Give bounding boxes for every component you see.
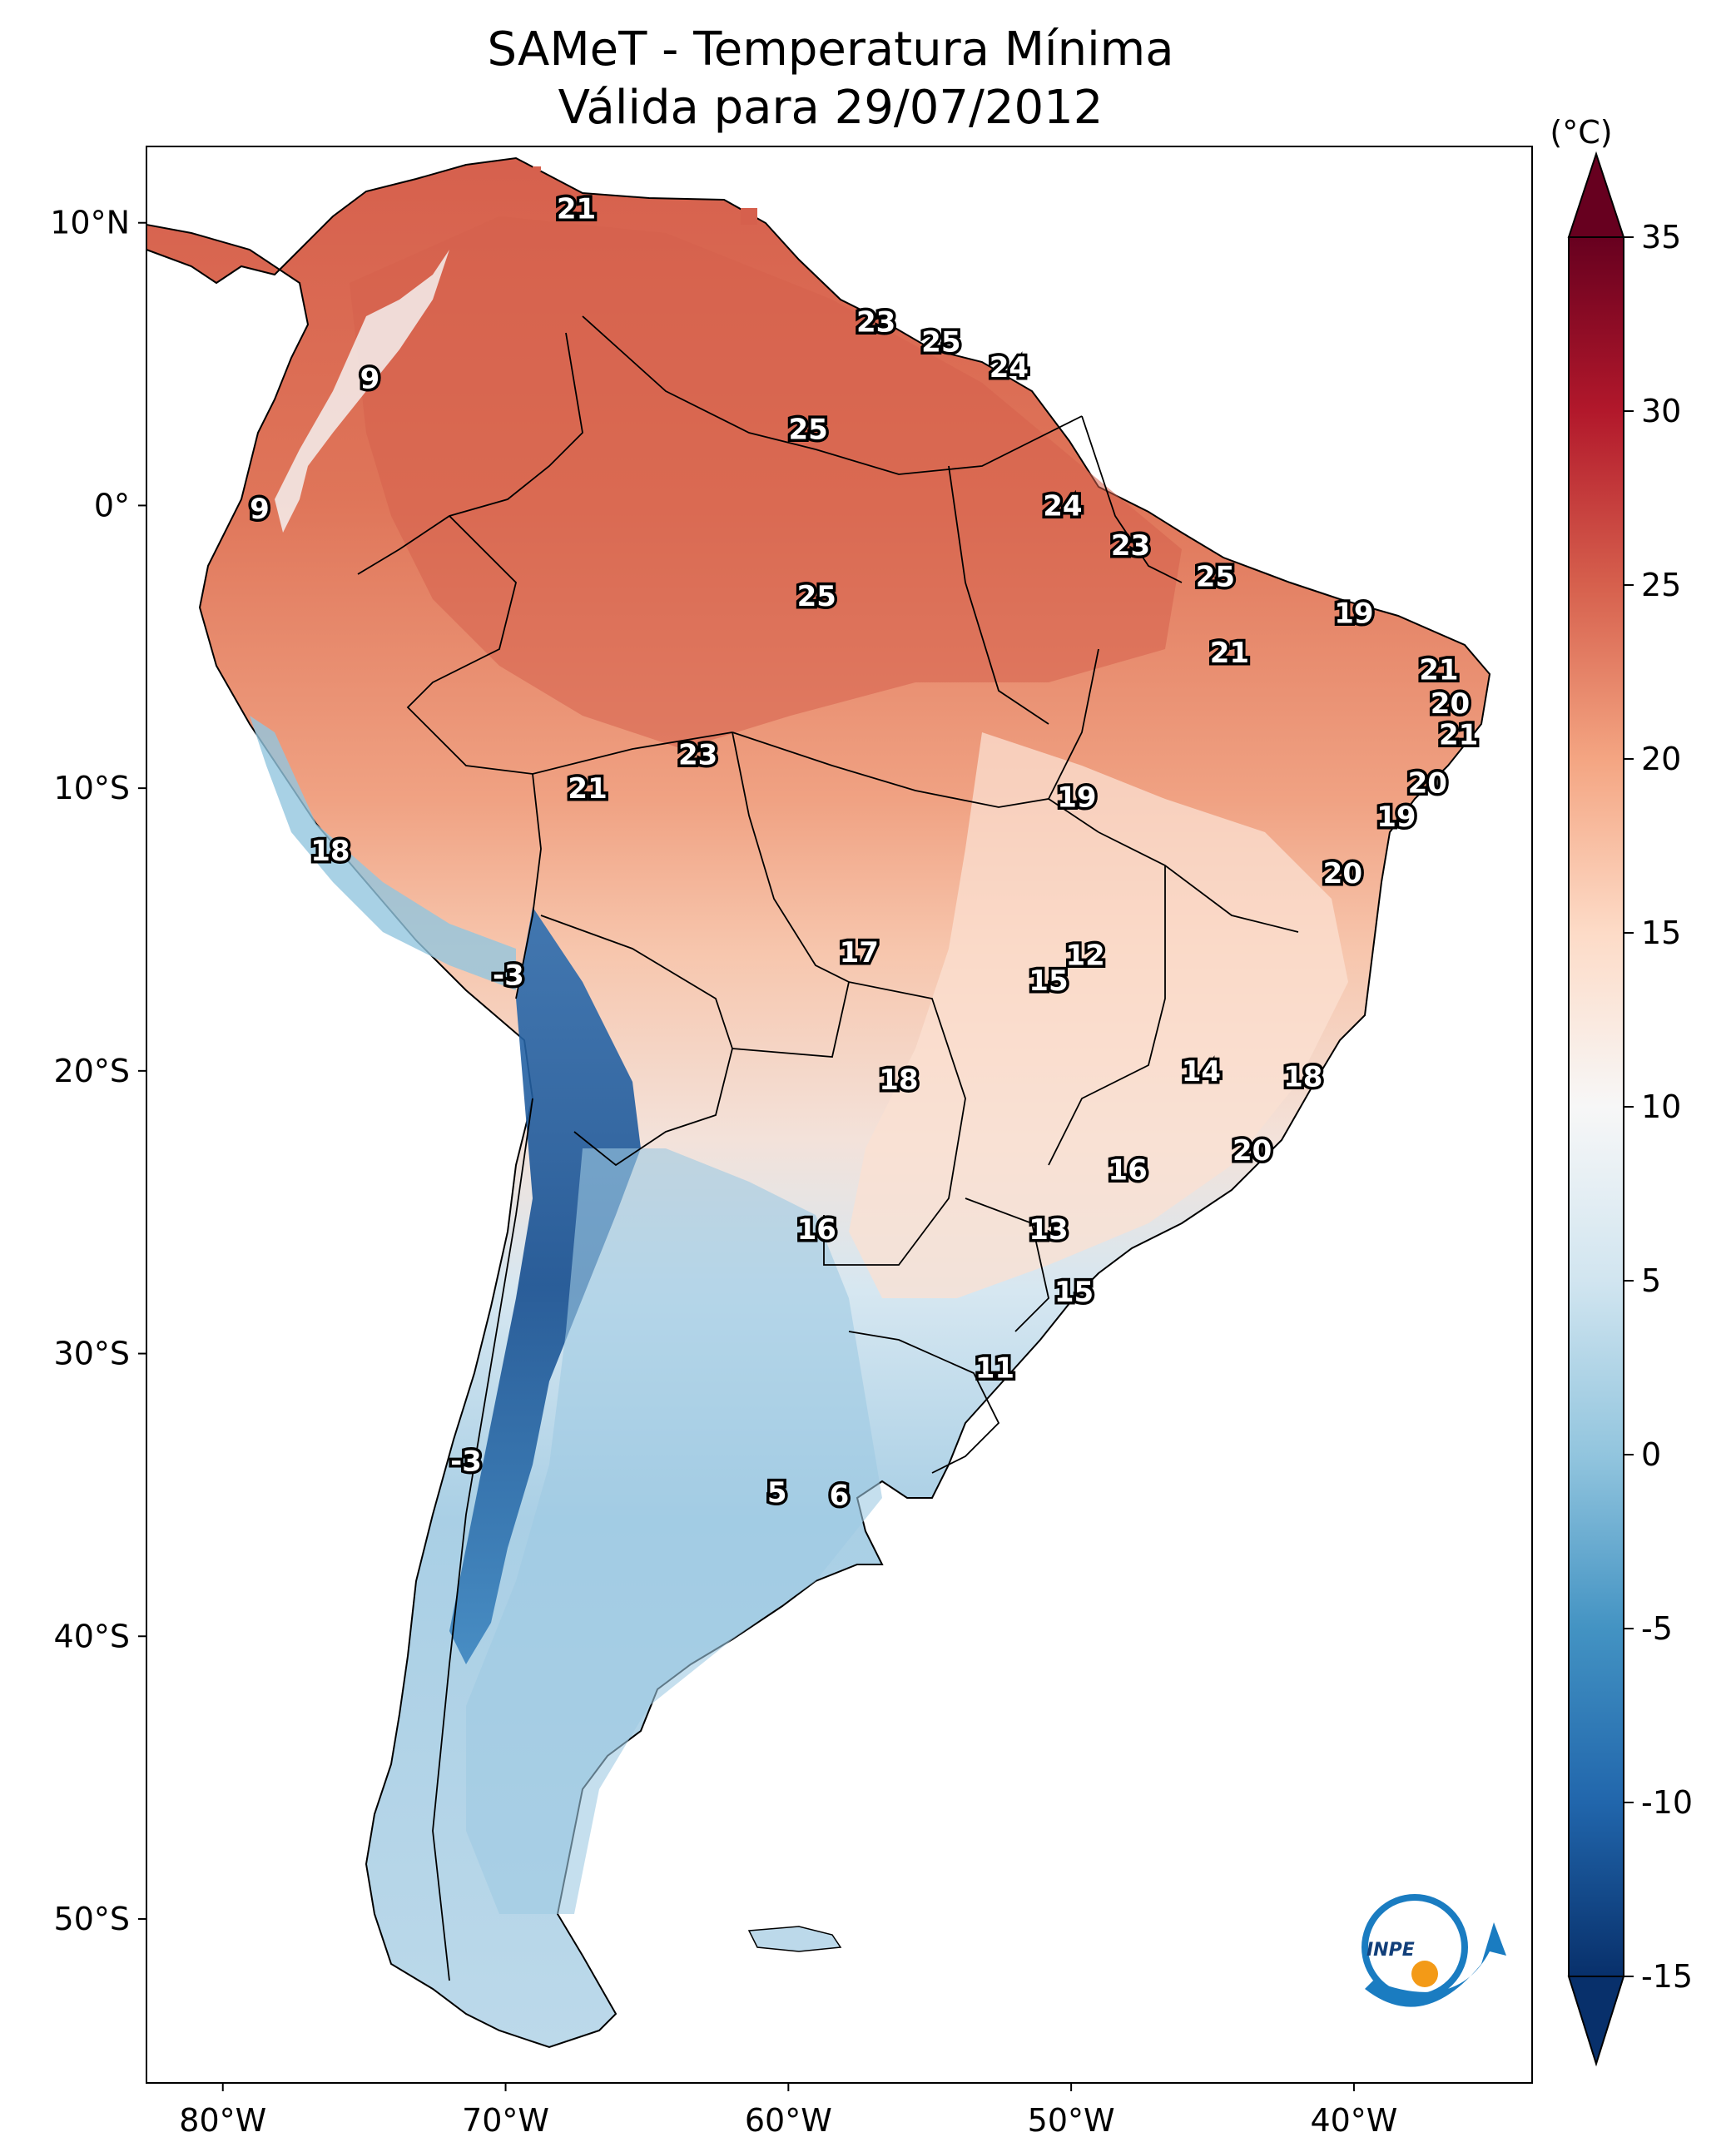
- contour-value-label: 25: [788, 414, 827, 447]
- contour-value-label: 6: [830, 1479, 850, 1512]
- colorbar-ticks: 35 30 25 20 15 10 5 0 -5 -10 -15: [1624, 219, 1693, 1995]
- contour-value-label: 25: [1196, 560, 1235, 593]
- lon-tick-label: 70°W: [462, 2102, 549, 2139]
- contour-value-label: 23: [856, 306, 895, 340]
- contour-value-label: 17: [840, 936, 879, 969]
- contour-value-label: -3: [450, 1445, 482, 1479]
- contour-value-label: 11: [975, 1352, 1014, 1386]
- latitude-tick-labels: 10°N 0° 10°S 20°S 30°S 40°S 50°S: [50, 205, 146, 1937]
- andes-north-cold-zone: [250, 716, 516, 990]
- colorbar-body: [1568, 236, 1624, 1977]
- map-frame: [146, 146, 1533, 2084]
- contour-value-label: 24: [1043, 489, 1082, 523]
- colorbar-tick-label: -5: [1641, 1610, 1673, 1647]
- contour-value-label: 21: [568, 772, 607, 806]
- contour-value-label: 23: [678, 738, 717, 771]
- colorbar: (°C) 35 30 25 20 15 10 5 0 -5 -10 -15: [1550, 114, 1693, 2067]
- contour-value-label: 13: [1029, 1213, 1068, 1247]
- contour-value-label: 18: [879, 1064, 918, 1097]
- contour-value-label: 21: [1210, 637, 1249, 670]
- lat-tick-label: 0°: [94, 487, 130, 523]
- contour-value-label: 20: [1323, 857, 1362, 890]
- contour-value-label: 16: [1108, 1154, 1147, 1188]
- lon-tick-label: 60°W: [745, 2102, 832, 2139]
- contour-value-label: 21: [1439, 719, 1478, 752]
- contour-value-label: 9: [250, 493, 270, 526]
- lat-tick-label: 40°S: [54, 1618, 130, 1654]
- contour-value-label: 16: [797, 1213, 836, 1247]
- contour-value-label: 18: [1283, 1061, 1322, 1094]
- contour-value-label: 19: [1057, 781, 1096, 814]
- contour-value-label: 21: [1419, 653, 1458, 687]
- colorbar-top-arrow: [1567, 151, 1625, 238]
- contour-value-label: 20: [1233, 1134, 1272, 1168]
- contour-value-label: 23: [1111, 529, 1150, 563]
- lat-tick-label: 20°S: [54, 1053, 130, 1089]
- lon-tick-label: 50°W: [1028, 2102, 1115, 2139]
- country-borders: [357, 315, 1299, 1981]
- lat-tick-label: 30°S: [54, 1336, 130, 1372]
- lat-tick-label: 10°N: [50, 205, 130, 241]
- colorbar-tick-label: 5: [1641, 1262, 1661, 1299]
- southern-cone-zone: [466, 1148, 882, 1914]
- contour-value-label: 14: [1182, 1055, 1221, 1088]
- colorbar-tick-label: 0: [1641, 1436, 1661, 1473]
- colorbar-tick-label: 35: [1641, 219, 1681, 255]
- contour-value-label: 25: [921, 325, 960, 359]
- andes-cold-zone: [449, 907, 641, 1664]
- lat-tick-label: 50°S: [54, 1901, 130, 1937]
- contour-value-label: 19: [1334, 598, 1373, 631]
- lat-tick-label: 10°S: [54, 770, 130, 806]
- colorbar-unit-label: (°C): [1550, 114, 1612, 151]
- colorbar-tick-label: 10: [1641, 1088, 1681, 1125]
- contour-value-label: 20: [1431, 687, 1470, 721]
- falkland-islands: [747, 1926, 842, 1952]
- contour-value-label: 15: [1054, 1276, 1094, 1309]
- contour-value-label: 21: [557, 193, 596, 226]
- contour-value-label: 15: [1029, 964, 1068, 998]
- lon-tick-label: 40°W: [1310, 2102, 1397, 2139]
- logo-swoosh-icon: [1365, 1922, 1506, 2007]
- contour-value-label: 12: [1065, 940, 1104, 973]
- contour-value-label: 5: [767, 1476, 787, 1510]
- contour-value-label: 9: [360, 363, 380, 396]
- colombia-andes-cool-zone: [275, 250, 449, 533]
- contour-value-label: -3: [493, 959, 524, 992]
- contour-value-label: 25: [797, 580, 836, 613]
- title-line-2: Válida para 29/07/2012: [558, 81, 1104, 135]
- caribbean-islands: [503, 163, 757, 225]
- longitude-tick-labels: 80°W 70°W 60°W 50°W 40°W: [179, 2083, 1397, 2139]
- contour-value-label: 19: [1376, 801, 1416, 834]
- colorbar-tick-label: 20: [1641, 741, 1681, 777]
- colorbar-tick-label: 15: [1641, 915, 1681, 951]
- colorbar-tick-label: 30: [1641, 393, 1681, 429]
- map-panel: [146, 146, 1532, 2083]
- colorbar-tick-label: -15: [1641, 1958, 1693, 1995]
- colorbar-bottom-arrow: [1567, 1976, 1625, 2067]
- logo-dot-icon: [1411, 1961, 1438, 1987]
- logo-text: INPE: [1366, 1940, 1415, 1961]
- figure-title: SAMeT - Temperatura Mínima Válida para 2…: [487, 22, 1173, 135]
- contour-value-label: 20: [1408, 766, 1447, 800]
- lon-tick-label: 80°W: [179, 2102, 266, 2139]
- colorbar-tick-label: -10: [1641, 1784, 1693, 1821]
- contour-value-label: 24: [990, 351, 1029, 384]
- east-brazil-mild-zone: [849, 732, 1348, 1298]
- inpe-logo: INPE: [1362, 1894, 1506, 2007]
- amazon-warm-zone: [350, 216, 1182, 749]
- colorbar-tick-label: 25: [1641, 567, 1681, 603]
- title-line-1: SAMeT - Temperatura Mínima: [487, 22, 1173, 77]
- contour-value-label: 18: [310, 835, 350, 868]
